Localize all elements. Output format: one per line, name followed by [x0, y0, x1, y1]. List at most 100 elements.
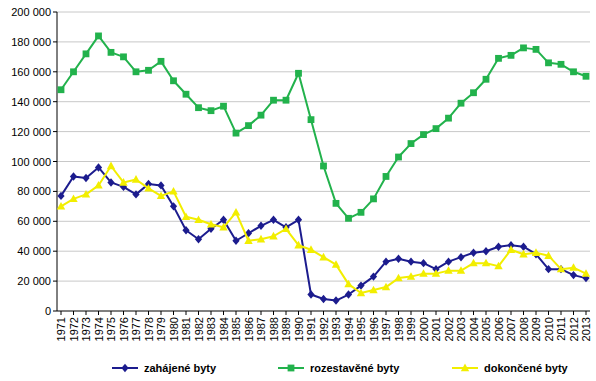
x-tick — [273, 311, 274, 315]
marker — [307, 290, 314, 298]
x-tick — [586, 311, 587, 315]
marker — [195, 235, 202, 243]
marker — [245, 122, 252, 129]
marker — [332, 296, 339, 304]
marker — [470, 248, 477, 256]
x-tick — [486, 311, 487, 315]
marker — [182, 226, 189, 234]
marker — [557, 265, 565, 273]
y-tick — [53, 221, 57, 222]
marker — [258, 112, 265, 119]
marker — [320, 295, 327, 303]
marker — [320, 163, 327, 170]
x-tick-label: 1988 — [268, 317, 280, 341]
marker — [283, 97, 290, 104]
marker — [244, 236, 252, 244]
x-tick — [436, 311, 437, 315]
x-tick — [286, 311, 287, 315]
x-tick-label: 2012 — [568, 317, 580, 341]
marker — [220, 103, 227, 110]
marker — [95, 163, 102, 171]
y-tick — [53, 12, 57, 13]
marker — [495, 243, 502, 251]
marker — [357, 281, 364, 289]
marker — [532, 248, 540, 256]
marker — [494, 262, 502, 270]
marker — [445, 115, 452, 122]
marker — [58, 86, 65, 93]
marker — [257, 222, 264, 230]
x-tick-label: 1983 — [205, 317, 217, 341]
legend-label: rozestavěné byty — [310, 362, 400, 374]
marker — [170, 77, 177, 84]
marker — [133, 68, 140, 75]
marker — [319, 253, 327, 261]
marker — [157, 181, 164, 189]
x-tick — [73, 311, 74, 315]
marker — [570, 271, 577, 279]
marker — [70, 68, 77, 75]
y-tick-label: 180 000 — [11, 36, 51, 48]
x-tick — [323, 311, 324, 315]
marker — [420, 259, 427, 267]
x-tick-label: 2008 — [518, 317, 530, 341]
grid-line — [57, 101, 590, 102]
marker — [370, 195, 377, 202]
marker — [282, 223, 289, 231]
marker — [70, 172, 77, 180]
legend-label: zahájené byty — [144, 362, 217, 374]
x-tick — [423, 311, 424, 315]
x-tick-label: 1990 — [293, 317, 305, 341]
marker — [395, 254, 402, 262]
marker — [332, 260, 340, 268]
x-tick-label: 1992 — [318, 317, 330, 341]
x-tick-label: 2000 — [418, 317, 430, 341]
marker — [194, 215, 202, 223]
x-tick — [548, 311, 549, 315]
x-tick-label: 1979 — [155, 317, 167, 341]
x-tick — [61, 311, 62, 315]
x-tick — [311, 311, 312, 315]
x-tick-label: 1985 — [230, 317, 242, 341]
marker — [182, 212, 190, 220]
marker — [520, 44, 527, 51]
x-tick — [373, 311, 374, 315]
marker — [420, 131, 427, 138]
y-tick-label: 120 000 — [11, 126, 51, 138]
y-tick — [53, 161, 57, 162]
marker — [107, 178, 114, 186]
x-tick — [198, 311, 199, 315]
x-tick — [398, 311, 399, 315]
marker — [382, 257, 389, 265]
x-tick-label: 1999 — [405, 317, 417, 341]
x-tick-label: 1974 — [93, 317, 105, 341]
x-axis: 1971197219731974197519761977197819791980… — [55, 311, 592, 341]
marker — [483, 76, 490, 83]
x-tick — [261, 311, 262, 315]
marker — [458, 100, 465, 107]
marker — [345, 215, 352, 222]
x-tick-label: 2006 — [493, 317, 505, 341]
marker — [145, 67, 152, 74]
x-tick-label: 1993 — [330, 317, 342, 341]
series — [57, 163, 589, 304]
legend-marker — [461, 364, 469, 372]
marker — [470, 89, 477, 96]
legend-marker — [121, 364, 128, 372]
x-tick — [161, 311, 162, 315]
marker — [508, 52, 515, 59]
marker — [558, 61, 565, 68]
marker — [169, 187, 177, 195]
legend: zahájené bytyrozestavěné bytydokončené b… — [112, 362, 569, 374]
series — [58, 33, 590, 222]
marker — [282, 224, 290, 232]
marker — [520, 243, 527, 251]
x-tick-label: 1978 — [143, 317, 155, 341]
marker — [269, 232, 277, 240]
x-tick — [386, 311, 387, 315]
series-line — [61, 167, 586, 300]
x-tick-label: 1975 — [105, 317, 117, 341]
marker — [94, 181, 102, 189]
x-tick-label: 1976 — [118, 317, 130, 341]
x-tick-label: 2001 — [430, 317, 442, 341]
